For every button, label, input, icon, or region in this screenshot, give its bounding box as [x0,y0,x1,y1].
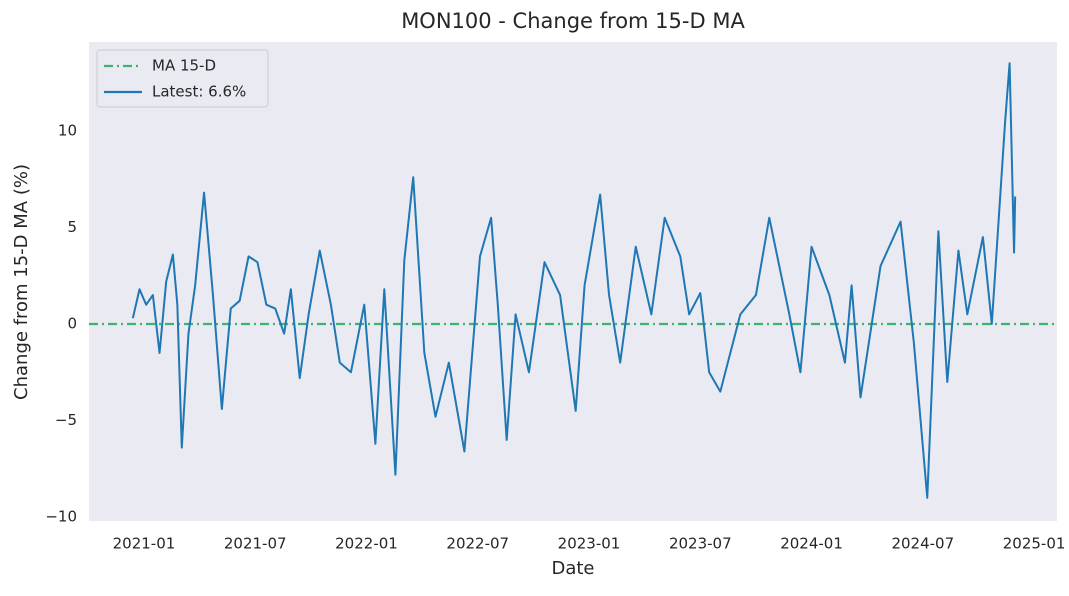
x-tick-label: 2021-07 [224,535,287,553]
legend-label: Latest: 6.6% [152,83,246,101]
legend-label: MA 15-D [152,57,216,75]
y-tick-label: −5 [55,411,77,429]
marks [89,62,1057,499]
x-tick-label: 2021-01 [113,535,176,553]
x-axis-label: Date [551,558,594,579]
x-tick-label: 2024-01 [780,535,843,553]
y-axis-label: Change from 15-D MA (%) [11,164,32,400]
y-tick-label: 5 [67,218,77,236]
x-tick-label: 2023-01 [558,535,621,553]
legend: MA 15-D Latest: 6.6% [96,49,269,108]
plot-area [89,42,1057,521]
x-tick-label: 2022-01 [335,535,398,553]
x-tick-label: 2022-07 [446,535,509,553]
x-tick-label: 2025-01 [1003,535,1066,553]
series-line [131,62,1017,499]
y-tick-label: 0 [67,314,77,332]
y-tick-label: −10 [45,508,77,526]
x-tick-label: 2024-07 [891,535,954,553]
x-tick-label: 2023-07 [669,535,732,553]
y-tick-label: 10 [58,121,77,139]
chart-title: MON100 - Change from 15-D MA [401,9,745,33]
